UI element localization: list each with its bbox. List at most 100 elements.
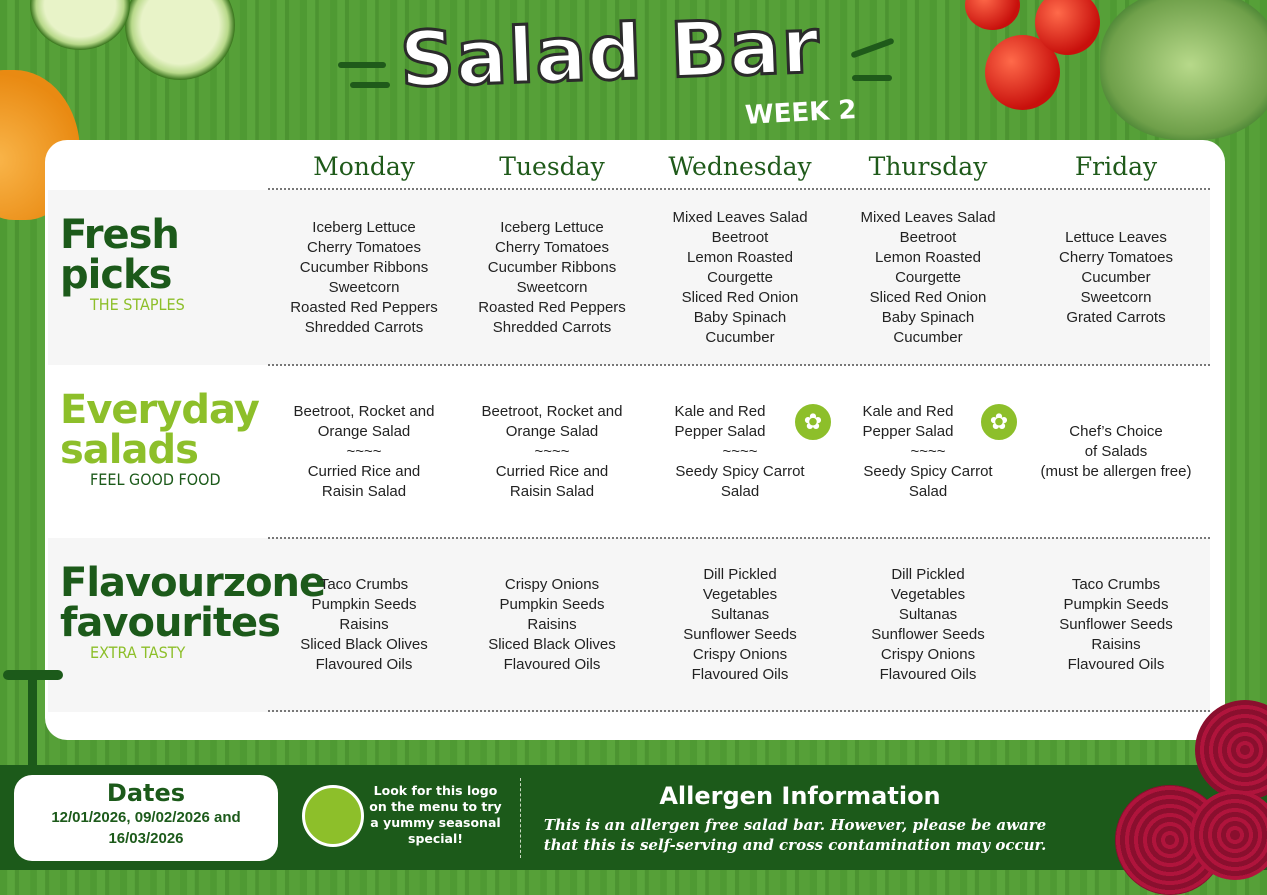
menu-item: Orange Salad <box>317 422 411 440</box>
menu-item: Salad <box>908 482 948 500</box>
week-label: WEEK 2 <box>744 95 858 131</box>
menu-item: (must be allergen free) <box>1040 462 1192 480</box>
menu-item: Raisins <box>1091 636 1141 653</box>
menu-item: ~~~~ <box>910 442 946 460</box>
menu-cell: Chef’s Choice of Salads (must be allergen … <box>1022 365 1210 538</box>
menu-item: Cherry Tomatoes <box>495 238 609 256</box>
day-header-thursday: Thursday <box>868 152 988 181</box>
menu-item: Courgette <box>707 268 773 286</box>
category-heading: Fresh picks THE STAPLES <box>60 215 260 315</box>
day-header-wednesday: Wednesday <box>668 152 812 181</box>
day-header-friday: Friday <box>1074 152 1158 181</box>
menu-item: Taco Crumbs <box>1071 576 1161 593</box>
menu-item: ~~~~ <box>346 442 382 460</box>
menu-item: Courgette <box>895 268 961 286</box>
menu-item: Cucumber Ribbons <box>487 258 617 276</box>
menu-item: Cucumber <box>705 328 775 346</box>
radish-icon <box>302 785 364 847</box>
menu-item: Roasted Red Peppers <box>478 298 626 316</box>
category-tagline: FEEL GOOD FOOD <box>90 470 221 489</box>
menu-item: Sweetcorn <box>328 278 400 296</box>
menu-item: Sultanas <box>710 606 770 623</box>
menu-item: Sweetcorn <box>516 278 588 296</box>
menu-cell: Taco Crumbs Pumpkin Seeds Sunflower Seeds R… <box>1022 538 1210 712</box>
menu-item: Lemon Roasted <box>875 248 981 266</box>
garden-fork-icon <box>3 670 63 680</box>
menu-item: Sunflower Seeds <box>871 626 985 643</box>
menu-item: Crispy Onions <box>504 576 600 593</box>
menu-cell: Dill Pickled Vegetables Sultanas Sunflower … <box>646 538 834 712</box>
row-band <box>48 190 1210 365</box>
menu-item: Mixed Leaves Salad <box>672 208 808 226</box>
allergen-text: This is an allergen free salad bar. Howe… <box>543 816 1047 854</box>
menu-item: Seedy Spicy Carrot <box>863 462 993 480</box>
menu-item: Shredded Carrots <box>492 318 612 336</box>
category-title: Flavourzone <box>60 560 326 606</box>
decorative-dash <box>850 37 895 59</box>
row-band <box>48 538 1210 712</box>
menu-item: Pepper Salad <box>862 422 954 440</box>
menu-cell: Iceberg Lettuce Cherry Tomatoes Cucumber R… <box>270 190 458 365</box>
menu-item: Salad <box>720 482 760 500</box>
menu-item: Sunflower Seeds <box>683 626 797 643</box>
category-title: salads <box>60 427 199 473</box>
radish-icon: ✿ <box>793 402 833 442</box>
menu-cell: Lettuce Leaves Cherry Tomatoes Cucumber Swe… <box>1022 190 1210 365</box>
seasonal-logo-note: Look for this logo on the menu to try a … <box>369 783 502 846</box>
menu-item: Crispy Onions <box>692 646 788 663</box>
menu-item: Cherry Tomatoes <box>1059 248 1173 266</box>
menu-item: Lemon Roasted <box>687 248 793 266</box>
beetroot-image <box>1195 700 1267 800</box>
menu-item: Sweetcorn <box>1080 288 1152 306</box>
menu-cell: Beetroot, Rocket and Orange Salad ~~~~ Curr… <box>458 365 646 538</box>
category-tagline: THE STAPLES <box>90 295 185 314</box>
dates-line: 12/01/2026, 09/02/2026 and <box>51 809 241 826</box>
menu-item: Curried Rice and <box>495 462 609 480</box>
menu-item: Seedy Spicy Carrot <box>675 462 805 480</box>
dates-line: 16/03/2026 <box>108 830 184 847</box>
menu-item: Pumpkin Seeds <box>1063 596 1169 613</box>
menu-item: Sunflower Seeds <box>1059 616 1173 633</box>
allergen-title: Allergen Information <box>659 782 941 810</box>
menu-item: Iceberg Lettuce <box>500 218 604 236</box>
menu-item: Sliced Black Olives <box>300 636 428 653</box>
menu-item: Flavoured Oils <box>879 666 977 683</box>
menu-item: Sliced Red Onion <box>869 288 987 306</box>
menu-item: Kale and Red <box>674 402 766 420</box>
menu-item: Raisins <box>339 616 389 633</box>
tomato-image <box>1035 0 1100 55</box>
decorative-dash <box>350 82 390 88</box>
category-title: Everyday <box>60 387 260 433</box>
menu-item: Vegetables <box>702 586 778 603</box>
menu-item: Baby Spinach <box>693 308 787 326</box>
menu-item: Pumpkin Seeds <box>499 596 605 613</box>
menu-item: Grated Carrots <box>1066 308 1166 326</box>
day-header-tuesday: Tuesday <box>499 152 605 181</box>
menu-cell: Taco Crumbs Pumpkin Seeds Raisins Sliced Bl… <box>270 538 458 712</box>
tomato-image <box>965 0 1020 30</box>
menu-item: Lettuce Leaves <box>1065 228 1167 246</box>
menu-item: Raisin Salad <box>509 482 595 500</box>
menu-item: Cherry Tomatoes <box>307 238 421 256</box>
category-title: picks <box>60 252 172 298</box>
divider <box>268 537 1210 539</box>
menu-item: Shredded Carrots <box>304 318 424 336</box>
radish-icon: ✿ <box>979 402 1019 442</box>
category-heading: Everyday salads FEEL GOOD FOOD <box>60 390 260 490</box>
garden-fork-shaft <box>28 678 37 768</box>
menu-item: Crispy Onions <box>880 646 976 663</box>
decorative-dash <box>852 75 892 81</box>
menu-item: Raisins <box>527 616 577 633</box>
menu-item: Pepper Salad <box>674 422 766 440</box>
menu-item: Cucumber <box>893 328 963 346</box>
divider <box>520 778 521 858</box>
beetroot-image <box>1190 790 1267 880</box>
menu-item: Chef’s Choice <box>1069 422 1163 440</box>
menu-item: ~~~~ <box>534 442 570 460</box>
menu-cell: Beetroot, Rocket and Orange Salad ~~~~ Curr… <box>270 365 458 538</box>
menu-item: Flavoured Oils <box>503 656 601 673</box>
menu-item: Curried Rice and <box>307 462 421 480</box>
menu-item: Orange Salad <box>505 422 599 440</box>
category-tagline: EXTRA TASTY <box>90 643 186 662</box>
menu-item: Sultanas <box>898 606 958 623</box>
